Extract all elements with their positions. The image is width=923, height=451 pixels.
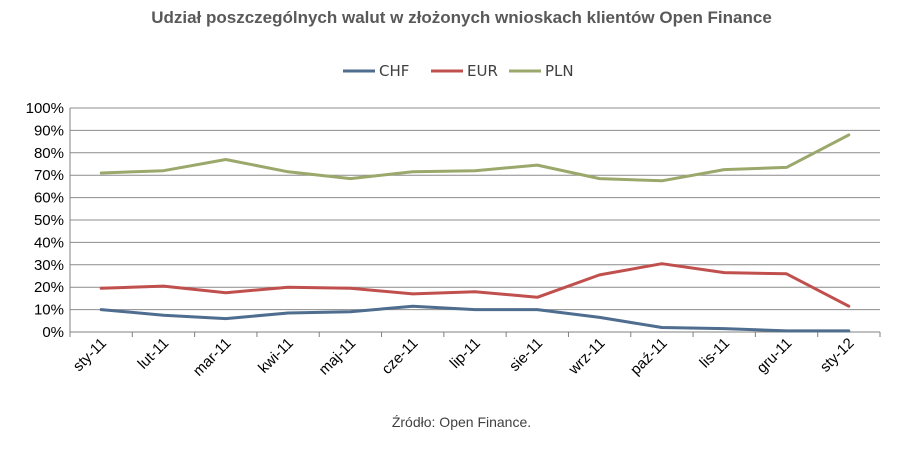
x-tick-label: mar-11 — [190, 335, 235, 380]
series-lines — [99, 133, 851, 333]
x-tick-label: sie-11 — [506, 335, 546, 375]
x-tick-label: wrz-11 — [565, 335, 609, 379]
chart-title: Udział poszczególnych walut w złożonych … — [151, 8, 772, 27]
y-tick-label: 90% — [34, 122, 64, 139]
x-tick-label: maj-11 — [316, 335, 360, 379]
legend-label-chf: CHF — [379, 62, 409, 80]
x-tick-label: sty-11 — [70, 335, 110, 375]
y-tick-label: 70% — [34, 167, 64, 184]
x-tick-label: lis-11 — [696, 335, 733, 372]
y-tick-label: 50% — [34, 212, 64, 229]
x-tick-label: lut-11 — [135, 335, 173, 373]
x-tick-label: sty-12 — [817, 335, 858, 376]
y-tick-label: 100% — [26, 100, 64, 117]
y-tick-label: 20% — [34, 279, 64, 296]
y-tick-label: 80% — [34, 145, 64, 162]
x-tick-label: cze-11 — [378, 335, 421, 378]
legend-label-eur: EUR — [467, 62, 498, 80]
x-tick-label: paź-11 — [627, 335, 671, 379]
legend-label-pln: PLN — [545, 62, 574, 80]
y-tick-label: 10% — [34, 302, 64, 319]
series-line-chf — [99, 304, 851, 333]
legend: CHF EUR PLN — [343, 62, 574, 80]
gridlines — [70, 107, 880, 333]
x-tick-label: kwi-11 — [255, 335, 297, 377]
series-line-eur — [99, 262, 851, 308]
x-tick-label: lip-11 — [447, 335, 484, 372]
source-note: Źródło: Open Finance. — [391, 414, 532, 430]
y-tick-label: 40% — [34, 234, 64, 251]
series-line-pln — [99, 133, 851, 183]
y-axis: 0% 10% 20% 30% 40% 50% 60% 70% 80% 90% 100% — [26, 100, 71, 341]
y-tick-label: 60% — [34, 190, 64, 207]
x-axis: sty-11 lut-11 mar-11 kwi-11 maj-11 cze-11 lip-… — [69, 332, 881, 380]
x-tick-label: gru-11 — [753, 335, 795, 377]
y-tick-label: 30% — [34, 257, 64, 274]
y-tick-label: 0% — [42, 324, 64, 341]
